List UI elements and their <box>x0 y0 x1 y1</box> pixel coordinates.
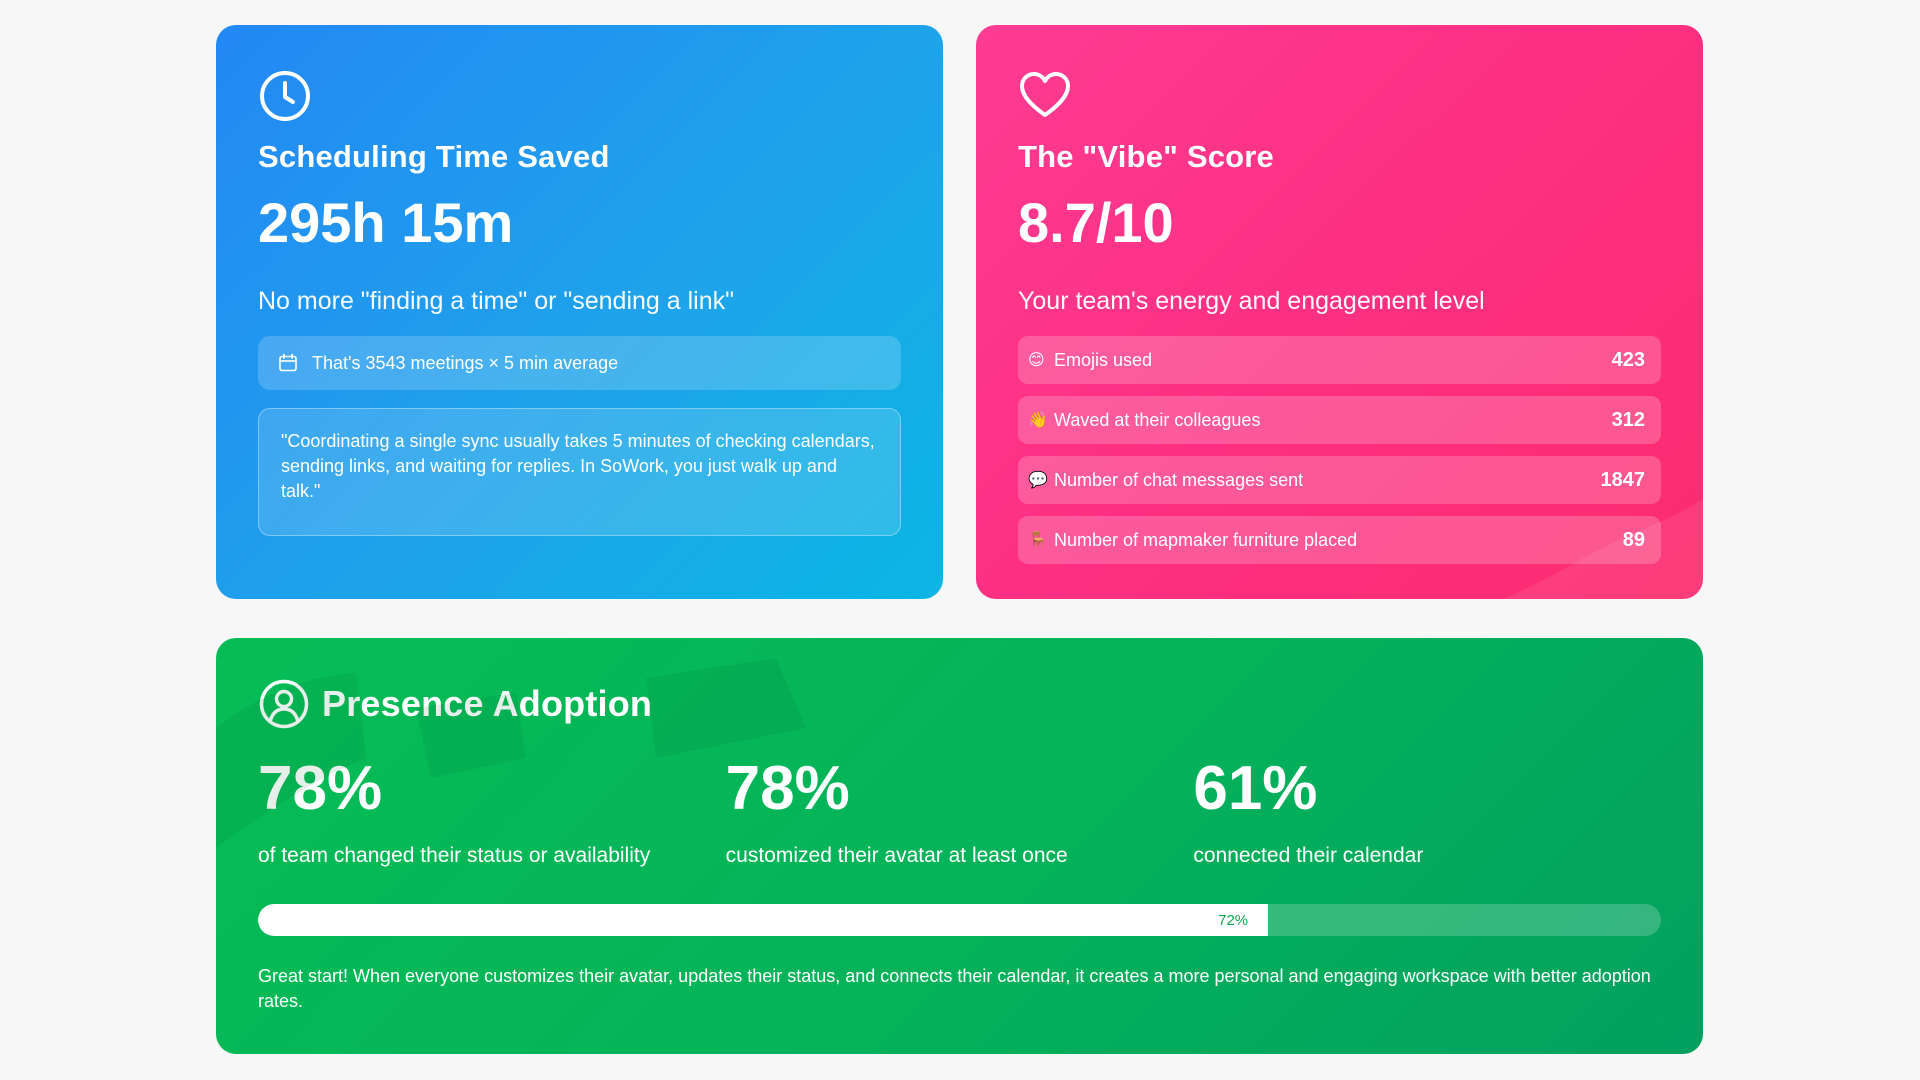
stat-row-messages: 💬 Number of chat messages sent 1847 <box>1018 456 1661 504</box>
progress-label: 72% <box>1218 911 1249 929</box>
stat-value: 423 <box>1611 348 1645 371</box>
metric-value: 78% <box>725 754 850 823</box>
stat-row-furniture: 🪑 Number of mapmaker furniture placed 89 <box>1018 516 1661 564</box>
card-title: Scheduling Time Saved <box>258 139 610 174</box>
meetings-info-pill: That's 3543 meetings × 5 min average <box>258 336 901 390</box>
time-saved-value: 295h 15m <box>258 191 514 254</box>
vibe-score-card: The "Vibe" Score 8.7/10 Your team's ener… <box>976 25 1703 599</box>
stat-row-waves: 👋 Waved at their colleagues 312 <box>1018 396 1661 444</box>
smile-emoji-icon: 😊 <box>1028 352 1045 369</box>
card-subtitle: Your team's energy and engagement level <box>1018 287 1485 315</box>
metric-calendar: 61% connected their calendar <box>1193 758 1661 868</box>
calendar-icon <box>279 353 297 372</box>
card-title: Presence Adoption <box>322 683 653 724</box>
stat-value: 89 <box>1622 528 1645 551</box>
speech-bubble-emoji-icon: 💬 <box>1028 472 1048 489</box>
card-subtitle: No more "finding a time" or "sending a l… <box>258 287 735 315</box>
adoption-footer-text: Great start! When everyone customizes th… <box>258 966 1651 1011</box>
meetings-info-text: That's 3543 meetings × 5 min average <box>312 352 619 373</box>
metric-status: 78% of team changed their status or avai… <box>258 758 726 868</box>
metric-avatar: 78% customized their avatar at least onc… <box>726 758 1194 868</box>
presence-adoption-card: Presence Adoption 78% of team changed th… <box>216 638 1703 1054</box>
metric-value: 61% <box>1193 754 1318 823</box>
stat-label: Number of mapmaker furniture placed <box>1054 529 1358 550</box>
stat-value: 312 <box>1611 408 1645 431</box>
metric-label: of team changed their status or availabi… <box>258 844 651 867</box>
vibe-score-value: 8.7/10 <box>1018 191 1174 254</box>
clock-icon <box>260 71 310 121</box>
heart-icon <box>1020 72 1070 117</box>
stat-row-emojis: 😊 Emojis used 423 <box>1018 336 1661 384</box>
metric-label: customized their avatar at least once <box>725 844 1068 867</box>
scheduling-time-card: Scheduling Time Saved 295h 15m No more "… <box>216 25 943 599</box>
progress-fill: 72% <box>258 904 1269 936</box>
stat-label: Number of chat messages sent <box>1054 469 1304 490</box>
card-title: The "Vibe" Score <box>1018 139 1274 174</box>
chair-emoji-icon: 🪑 <box>1028 532 1048 549</box>
wave-emoji-icon: 👋 <box>1028 412 1048 429</box>
quote-box: "Coordinating a single sync usually take… <box>258 408 901 536</box>
vibe-stats-list: 😊 Emojis used 423 👋 Waved at their colle… <box>1018 336 1661 564</box>
adoption-progress-bar: 72% <box>258 904 1661 936</box>
stat-value: 1847 <box>1600 468 1646 491</box>
stat-label: Emojis used <box>1054 349 1153 370</box>
presence-header: Presence Adoption <box>258 678 1661 730</box>
metric-value: 78% <box>258 754 383 823</box>
user-circle-icon <box>259 679 309 729</box>
stat-label: Waved at their colleagues <box>1054 409 1261 430</box>
metric-label: connected their calendar <box>1193 844 1424 867</box>
presence-metrics: 78% of team changed their status or avai… <box>258 758 1661 868</box>
